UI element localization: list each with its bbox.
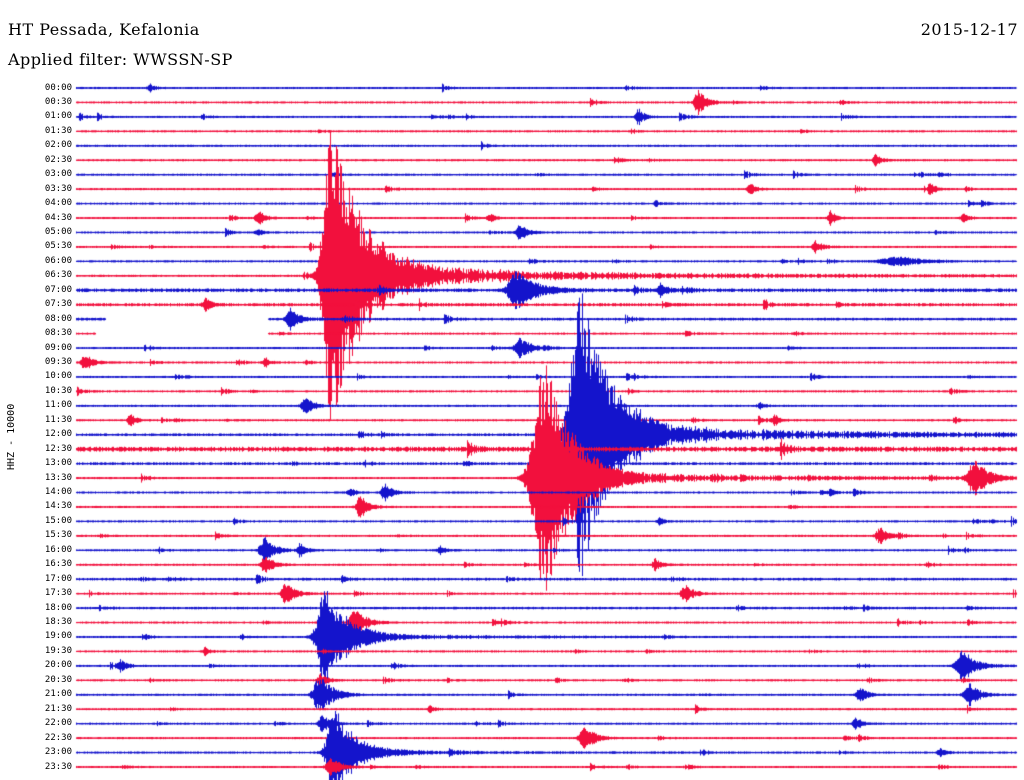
time-label: 11:30 bbox=[44, 414, 72, 425]
record-date: 2015-12-17 bbox=[920, 20, 1018, 39]
time-label: 12:30 bbox=[44, 443, 72, 454]
time-label: 23:00 bbox=[44, 747, 72, 758]
time-label: 18:30 bbox=[44, 617, 72, 628]
station-title: HT Pessada, Kefalonia bbox=[8, 20, 200, 39]
time-label: 08:30 bbox=[44, 328, 72, 339]
time-label: 07:00 bbox=[44, 284, 72, 295]
time-label: 05:30 bbox=[44, 241, 72, 252]
time-label: 03:00 bbox=[44, 169, 72, 180]
time-label: 11:00 bbox=[44, 400, 72, 411]
time-label: 14:30 bbox=[44, 501, 72, 512]
time-label: 10:30 bbox=[44, 385, 72, 396]
time-label: 16:30 bbox=[44, 559, 72, 570]
time-label: 06:30 bbox=[44, 270, 72, 281]
time-label: 01:00 bbox=[44, 111, 72, 122]
channel-scale-label: HHZ - 10000 bbox=[6, 403, 17, 470]
time-label: 12:00 bbox=[44, 429, 72, 440]
time-label: 17:30 bbox=[44, 588, 72, 599]
time-label: 07:30 bbox=[44, 299, 72, 310]
time-label: 13:30 bbox=[44, 472, 72, 483]
time-label: 16:00 bbox=[44, 544, 72, 555]
time-label: 09:30 bbox=[44, 356, 72, 367]
time-label: 04:00 bbox=[44, 198, 72, 209]
time-label: 19:30 bbox=[44, 645, 72, 656]
time-label: 01:30 bbox=[44, 125, 72, 136]
time-label: 00:30 bbox=[44, 96, 72, 107]
time-label: 22:30 bbox=[44, 732, 72, 743]
time-label: 05:00 bbox=[44, 226, 72, 237]
time-label: 18:00 bbox=[44, 602, 72, 613]
filter-label: Applied filter: WWSSN-SP bbox=[8, 50, 233, 69]
time-label: 21:30 bbox=[44, 703, 72, 714]
time-label: 22:00 bbox=[44, 718, 72, 729]
time-label: 03:30 bbox=[44, 183, 72, 194]
time-label: 20:00 bbox=[44, 660, 72, 671]
time-label: 10:00 bbox=[44, 371, 72, 382]
time-label: 20:30 bbox=[44, 674, 72, 685]
time-label: 02:30 bbox=[44, 154, 72, 165]
time-label: 04:30 bbox=[44, 212, 72, 223]
time-label: 06:00 bbox=[44, 255, 72, 266]
time-label: 23:30 bbox=[44, 761, 72, 772]
time-label: 00:00 bbox=[44, 82, 72, 93]
time-label: 17:00 bbox=[44, 573, 72, 584]
time-label: 13:00 bbox=[44, 458, 72, 469]
time-label: 21:00 bbox=[44, 689, 72, 700]
time-label: 15:00 bbox=[44, 515, 72, 526]
time-label: 09:00 bbox=[44, 342, 72, 353]
time-label: 02:00 bbox=[44, 140, 72, 151]
time-label: 15:30 bbox=[44, 530, 72, 541]
time-label: 14:00 bbox=[44, 487, 72, 497]
time-label: 08:00 bbox=[44, 313, 72, 324]
time-label: 19:00 bbox=[44, 631, 72, 642]
